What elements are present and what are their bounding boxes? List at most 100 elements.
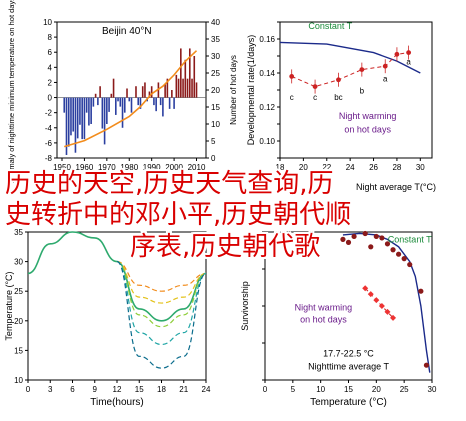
panel-c-xtick-label: 21: [179, 385, 188, 394]
panel-d-diamond: [378, 303, 385, 309]
panel-b-xtick-label: 18: [276, 163, 285, 172]
panel-c-xtick-label: 9: [93, 385, 98, 394]
panel-a-bar: [166, 78, 169, 98]
panel-d-ylabel: Survivorship: [240, 281, 250, 331]
panel-a-bar: [88, 97, 90, 126]
panel-a-bar: [92, 97, 95, 107]
panel-d-point: [401, 256, 407, 262]
panel-a-bar: [99, 86, 101, 98]
panel-a-bar: [63, 97, 66, 113]
panel-c-xtick-label: 24: [202, 385, 211, 394]
panel-d-xtick-label: 15: [344, 385, 353, 394]
panel-a-bar: [79, 97, 81, 125]
panel-b-constant-line: [279, 41, 421, 74]
panel-a-bar: [130, 97, 133, 113]
panel-a-xtick-label: 1950: [53, 163, 71, 172]
panel-a-bar: [65, 97, 68, 155]
panel-b-annotation-night-2: on hot days: [344, 125, 391, 135]
panel-c-ylabel: Temperature (°C): [4, 271, 14, 340]
panel-a-bar: [81, 97, 83, 140]
panel-a-ytick-label: 4: [48, 63, 53, 72]
panel-a-bar: [141, 86, 144, 98]
panel-d-annotation-constant: Constant T: [388, 234, 432, 244]
panel-a-ylabel-right: Number of hot days: [229, 55, 238, 125]
panel-b-ytick-label: 0.10: [259, 137, 275, 146]
panel-a-bar: [182, 78, 184, 98]
panel-b-point: [359, 67, 365, 72]
panel-a-ytick-label: 2: [48, 78, 53, 87]
panel-b-xlabel: Night average T(°C): [356, 182, 436, 192]
panel-d-xtick-label: 30: [428, 385, 437, 394]
panel-d-point: [407, 261, 413, 268]
panel-b-point: [336, 77, 341, 83]
panel-a-bar: [193, 56, 196, 98]
panel-b-ylabel: Developmental rate(1/days): [246, 35, 256, 146]
panel-b-point: [289, 74, 295, 79]
panel-c-ytick-label: 35: [14, 228, 23, 237]
panel-d-xtick-label: 0: [263, 385, 268, 394]
panel-b-letter: b: [360, 86, 365, 95]
panel-a-bar: [123, 97, 126, 113]
panel-c-series-line: [116, 261, 207, 292]
panel-a-ytick-label: -4: [45, 124, 53, 133]
panel-d-point: [418, 288, 424, 294]
panel-b-letter: a: [383, 75, 388, 84]
panel-b-letter: c: [313, 93, 317, 102]
panel-b-letter: a: [406, 58, 411, 67]
panel-a-bar: [103, 97, 106, 145]
panel-a-xtick-label: 1960: [76, 163, 94, 172]
panel-a-bar: [139, 97, 142, 109]
panel-a-bar: [119, 97, 122, 107]
panel-b-letter: c: [290, 93, 294, 102]
panel-c-series-line: [116, 261, 207, 369]
panel-b-ytick-label: 0.12: [259, 103, 275, 112]
panel-a-xtick-label: 2010: [188, 163, 206, 172]
panel-c-ytick-label: 30: [14, 258, 23, 267]
panel-a-bar: [117, 97, 119, 102]
panel-c-xlabel: Time(hours): [90, 397, 144, 408]
panel-c-xtick-label: 12: [113, 385, 122, 394]
panel-d-diamond: [384, 308, 391, 315]
panel-a-bar: [70, 97, 72, 136]
panel-a-ylabel: Anomaly of nighttime minimum temperature…: [7, 0, 16, 183]
panel-a-bar: [164, 83, 166, 98]
panel-a-bar: [155, 97, 157, 112]
panel-a-bar: [74, 97, 77, 153]
panel-a-ytick-right-label: 5: [211, 137, 216, 146]
panel-d-point: [368, 244, 374, 250]
panel-d-annotation-range: 17.7-22.5 °C: [323, 348, 374, 358]
panel-a-ytick-label: 8: [48, 33, 53, 42]
panel-d-point: [362, 230, 368, 237]
panel-a-bar: [171, 90, 173, 98]
panel-b-xtick-label: 20: [299, 163, 308, 172]
panel-a-bar: [162, 97, 164, 117]
panel-c-xtick-label: 0: [26, 385, 31, 394]
panel-d-xtick-label: 25: [400, 385, 409, 394]
panel-a-title: Beijin 40°N: [102, 26, 152, 37]
panel-c-series-line: [27, 231, 207, 322]
panel-b-annotation-night-1: Night warming: [339, 111, 397, 121]
panel-a-xtick-label: 1990: [143, 163, 161, 172]
panel-a-ytick-right-label: 15: [211, 103, 220, 112]
panel-d-xtick-label: 5: [291, 385, 296, 394]
panel-d-point: [340, 236, 346, 242]
panel-a-bar: [110, 93, 113, 98]
panel-b-ytick-label: 0.14: [259, 69, 275, 78]
panel-a-bar: [144, 82, 146, 98]
panel-c-ytick-label: 25: [14, 287, 23, 296]
panel-a-bar: [76, 97, 79, 139]
panel-a-xtick-label: 2000: [165, 163, 183, 172]
panel-a-bar: [180, 48, 182, 98]
panel-a-bar: [175, 74, 178, 98]
panel-d-annotation-nightavg: Nighttime average T: [308, 362, 389, 372]
panel-a-bar: [148, 91, 151, 98]
panel-b-xtick-label: 28: [392, 163, 401, 172]
panel-a-bar: [106, 97, 108, 124]
panel-b-point: [312, 84, 318, 89]
panel-a-bar: [97, 97, 99, 106]
panel-a-bar: [112, 78, 115, 98]
panel-a-ytick-right-label: 10: [211, 120, 220, 129]
panel-d-xtick-label: 20: [372, 385, 381, 394]
panel-a-bar: [115, 97, 117, 115]
panel-a-xtick-label: 1970: [98, 163, 116, 172]
